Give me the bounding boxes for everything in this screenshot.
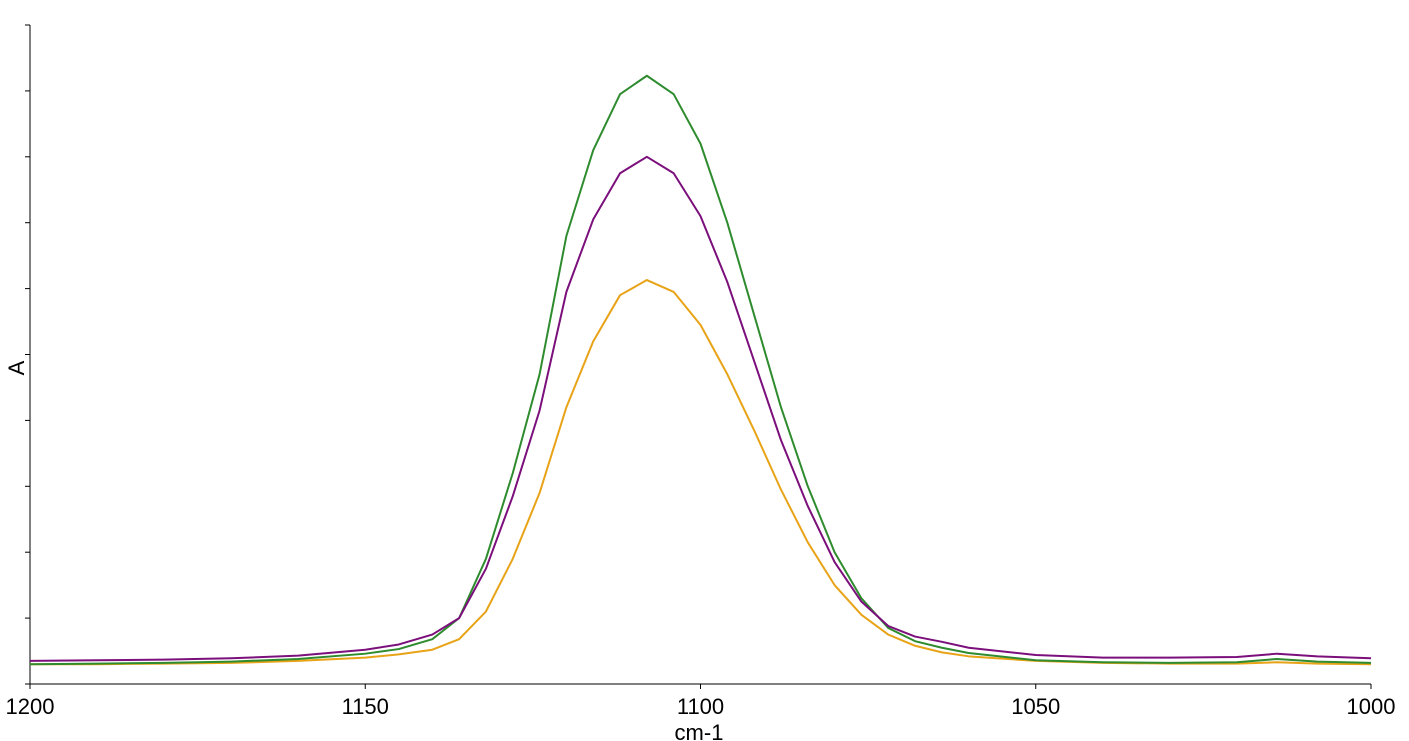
x-tick-label: 1200 [6,694,55,719]
spectrum-line [30,279,1372,666]
x-tick-label: 1150 [342,694,389,719]
spectrum-line [29,74,1372,666]
x-tick-label: 1000 [1347,694,1396,719]
x-tick-label: 1100 [677,694,724,719]
spectrum-line [29,155,1372,662]
x-tick-label: 1050 [1011,694,1060,719]
x-axis-label: cm-1 [675,720,724,741]
y-axis-label: A [4,360,29,375]
